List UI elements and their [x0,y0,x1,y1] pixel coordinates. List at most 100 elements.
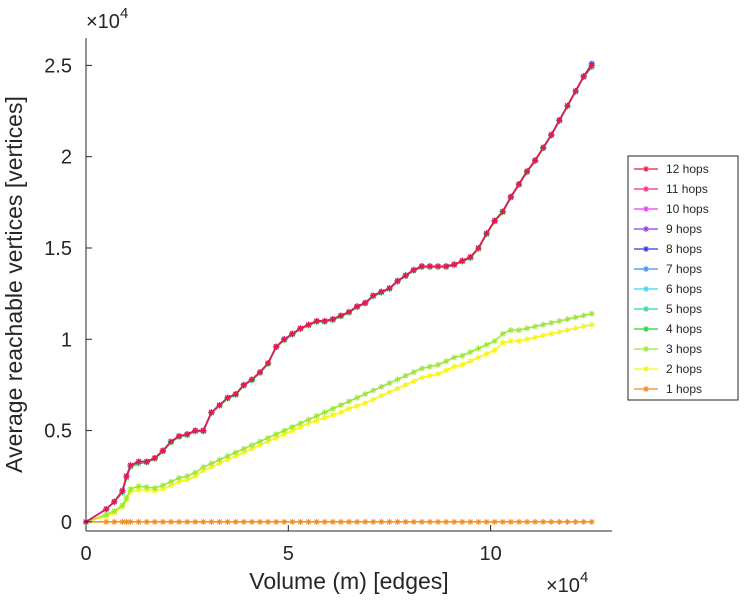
legend-item: 2 hops [634,362,702,376]
data-point [281,336,288,343]
legend-label: 12 hops [666,162,709,176]
data-point [524,518,531,525]
data-point [265,360,272,367]
data-point [475,354,482,361]
legend-label: 10 hops [666,202,709,216]
data-point [402,518,409,525]
legend-label: 6 hops [666,282,702,296]
data-point [240,445,247,452]
data-point [346,518,352,525]
data-point [418,365,425,372]
data-point [127,486,134,493]
data-point [499,518,506,525]
data-point [123,473,130,480]
legend-label: 7 hops [666,262,702,276]
data-point [354,402,361,409]
data-point [176,475,183,482]
data-point [346,398,352,405]
data-point [580,73,587,80]
data-point [451,363,458,370]
data-point [507,327,514,334]
data-point [265,438,272,445]
data-point [394,385,401,392]
legend-item: 11 hops [634,182,708,196]
data-point [151,518,158,525]
data-point [402,381,409,388]
data-point [232,391,239,398]
data-point [123,495,130,502]
legend-item: 1 hops [634,382,702,396]
data-point [548,319,555,326]
data-point [378,392,385,399]
data-point [232,449,239,456]
data-point [135,483,142,490]
data-point [103,518,110,525]
data-point [297,518,304,525]
series-line [85,323,592,523]
data-point [313,518,320,525]
series-3-hops [83,310,595,525]
legend-box [627,155,739,401]
data-point [572,87,579,94]
data-point [289,518,296,525]
legend: 12 hops 11 hops 10 hops 9 hops 8 hops 7 hops 6… [627,155,739,401]
data-point [435,370,442,377]
y-exponent-base: ×10 [86,11,120,33]
data-point [167,518,174,525]
data-point [556,117,563,124]
legend-marker [643,306,649,312]
data-point [224,394,231,401]
data-point [370,387,377,394]
data-point [467,518,474,525]
data-point [313,318,320,325]
data-point [515,327,522,334]
data-point [540,332,547,339]
data-point [370,518,377,525]
data-point [240,381,247,388]
series-7-hops [83,62,595,525]
data-point [572,518,579,525]
data-point [273,343,280,350]
data-point [532,334,539,341]
data-point [483,341,490,348]
data-point [548,518,555,525]
data-point [273,431,280,438]
data-point [248,376,255,383]
legend-marker [643,386,649,392]
series-6-hops [83,62,595,525]
legend-label: 3 hops [666,342,702,356]
data-point [588,321,595,328]
data-point [111,498,118,505]
data-point [123,518,130,525]
data-point [588,518,595,525]
data-point [354,394,361,401]
data-point [410,518,417,525]
series-9-hops [83,62,595,525]
legend-label: 1 hops [666,382,702,396]
data-point [224,456,231,463]
data-point [483,350,490,357]
data-point [410,369,417,376]
data-point [135,518,142,525]
data-point [248,445,255,452]
data-point [176,518,183,525]
data-point [176,433,183,440]
data-point [443,263,450,270]
data-point [329,405,336,412]
data-point [443,518,450,525]
data-point [394,376,401,383]
data-point [378,518,385,525]
data-point [459,257,466,264]
legend-label: 5 hops [666,302,702,316]
data-point [151,485,158,492]
legend-marker [643,166,649,172]
data-point [362,400,369,407]
data-point [103,511,110,518]
legend-marker [643,286,649,292]
legend-item: 4 hops [634,322,702,336]
data-point [167,438,174,445]
data-point [588,62,595,69]
data-point [159,482,166,489]
